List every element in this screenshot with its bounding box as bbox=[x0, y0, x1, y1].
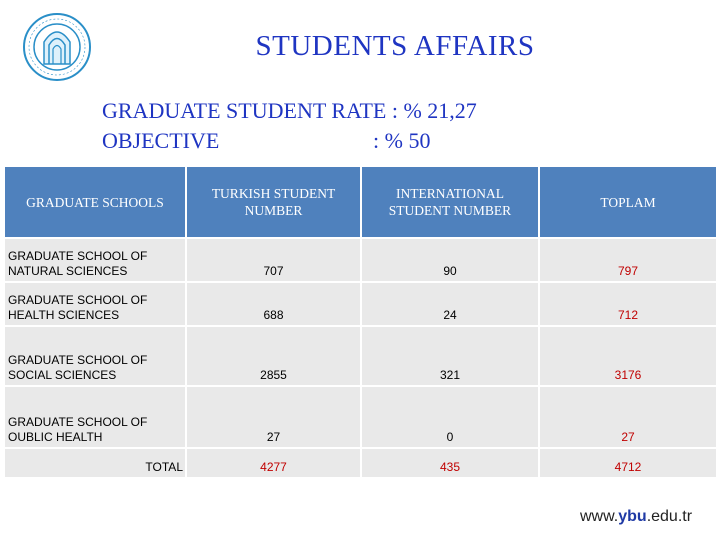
table-row: GRADUATE SCHOOL OF OUBLIC HEALTH 27 0 27 bbox=[3, 385, 718, 449]
school-name: GRADUATE SCHOOL OF SOCIAL SCIENCES bbox=[3, 325, 187, 387]
international-count: 321 bbox=[360, 325, 540, 387]
graduate-rate-text: GRADUATE STUDENT RATE : % 21,27 bbox=[102, 98, 477, 123]
website-url[interactable]: www.ybu.edu.tr bbox=[580, 508, 692, 526]
total-label: TOTAL bbox=[3, 447, 187, 479]
grand-total-count: 4712 bbox=[538, 447, 718, 479]
total-count: 27 bbox=[538, 385, 718, 449]
column-header-school: GRADUATE SCHOOLS bbox=[3, 165, 187, 239]
url-prefix: www. bbox=[580, 508, 619, 525]
table-row: GRADUATE SCHOOL OF NATURAL SCIENCES 707 … bbox=[3, 237, 718, 283]
school-name: GRADUATE SCHOOL OF HEALTH SCIENCES bbox=[3, 281, 187, 327]
university-seal-icon bbox=[22, 12, 92, 82]
column-header-international: INTERNATIONAL STUDENT NUMBER bbox=[360, 165, 540, 239]
objective-value: : % 50 bbox=[373, 128, 431, 153]
international-count: 0 bbox=[360, 385, 540, 449]
url-suffix: .edu.tr bbox=[646, 508, 693, 525]
turkish-count: 688 bbox=[185, 281, 362, 327]
column-header-total: TOPLAM bbox=[538, 165, 718, 239]
international-count: 90 bbox=[360, 237, 540, 283]
international-count: 24 bbox=[360, 281, 540, 327]
turkish-count: 27 bbox=[185, 385, 362, 449]
total-count: 797 bbox=[538, 237, 718, 283]
page-title: STUDENTS AFFAIRS bbox=[255, 30, 535, 62]
table-header-row: GRADUATE SCHOOLS TURKISH STUDENT NUMBER … bbox=[3, 165, 718, 239]
table-row: GRADUATE SCHOOL OF SOCIAL SCIENCES 2855 … bbox=[3, 325, 718, 387]
url-brand: ybu bbox=[618, 508, 647, 525]
turkish-count: 707 bbox=[185, 237, 362, 283]
objective-label: OBJECTIVE bbox=[102, 128, 220, 153]
school-name: GRADUATE SCHOOL OF OUBLIC HEALTH bbox=[3, 385, 187, 449]
total-count: 712 bbox=[538, 281, 718, 327]
table-row: GRADUATE SCHOOL OF HEALTH SCIENCES 688 2… bbox=[3, 281, 718, 327]
column-header-turkish: TURKISH STUDENT NUMBER bbox=[185, 165, 362, 239]
graduate-schools-table: GRADUATE SCHOOLS TURKISH STUDENT NUMBER … bbox=[3, 165, 718, 495]
total-row: TOTAL 4277 435 4712 bbox=[3, 447, 718, 479]
school-name: GRADUATE SCHOOL OF NATURAL SCIENCES bbox=[3, 237, 187, 283]
total-international-count: 435 bbox=[360, 447, 540, 479]
total-count: 3176 bbox=[538, 325, 718, 387]
turkish-count: 2855 bbox=[185, 325, 362, 387]
total-turkish-count: 4277 bbox=[185, 447, 362, 479]
